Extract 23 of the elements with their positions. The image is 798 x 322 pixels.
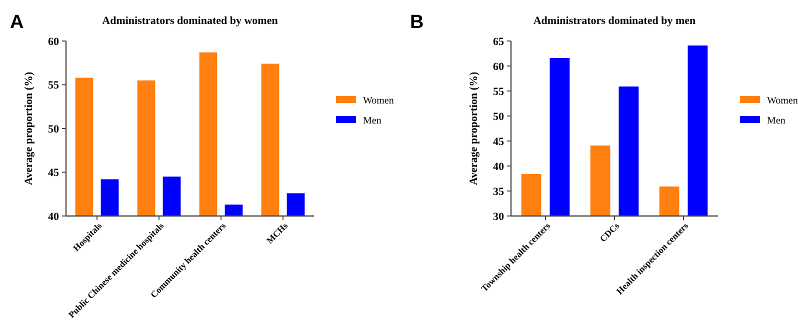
y-axis-title: Average proportion (%) [23,72,35,186]
y-tick-label: 30 [493,210,504,223]
y-tick-label: 40 [48,210,60,223]
y-tick-label: 60 [48,36,60,48]
y-tick-label: 60 [493,60,504,73]
y-tick-label: 65 [493,36,504,48]
y-tick-label: 35 [493,186,504,198]
y-tick-label: 45 [48,167,60,180]
legend-label: Women [363,96,394,106]
y-tick-label: 45 [493,136,504,148]
y-tick-label: 50 [48,123,60,136]
chart-title: Administrators dominated by women [102,15,278,27]
chart-title: Administrators dominated by men [533,15,696,27]
legend-label: Women [767,96,798,106]
text: A [10,12,24,33]
legend-label: Men [363,116,382,126]
y-tick-label: 50 [493,110,504,123]
y-tick-label: 55 [48,80,60,92]
y-tick-label: 40 [493,160,504,173]
text: B [410,12,424,33]
legend-label: Men [767,116,786,126]
y-axis-title: Average proportion (%) [468,72,480,186]
y-tick-label: 55 [493,86,504,98]
